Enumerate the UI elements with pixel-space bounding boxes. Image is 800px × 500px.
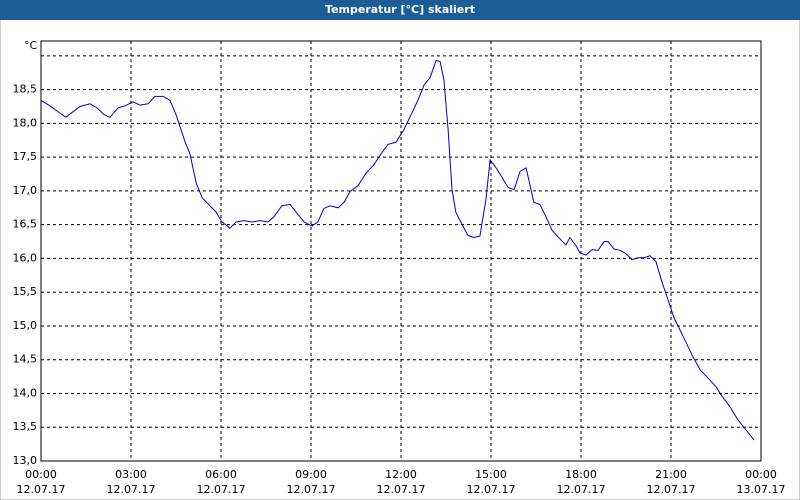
y-tick-label: 15,5	[13, 285, 38, 298]
y-tick-label: 14,0	[13, 386, 38, 399]
x-tick-label: 03:00	[115, 468, 147, 481]
y-tick-label: 16,0	[13, 251, 38, 264]
x-tick-date: 12.07.17	[467, 483, 516, 496]
x-tick-label: 15:00	[475, 468, 507, 481]
x-tick-date: 13.07.17	[737, 483, 786, 496]
x-tick-date: 12.07.17	[287, 483, 336, 496]
title-bar	[0, 0, 800, 20]
x-tick-date: 12.07.17	[377, 483, 426, 496]
x-tick-label: 21:00	[655, 468, 687, 481]
x-tick-label: 00:00	[25, 468, 57, 481]
x-tick-label: 06:00	[205, 468, 237, 481]
y-tick-label: 15,0	[13, 319, 38, 332]
y-tick-label: 17,5	[13, 150, 38, 163]
x-tick-label: 12:00	[385, 468, 417, 481]
y-tick-label: 18,0	[13, 116, 38, 129]
y-tick-label: 13,5	[13, 420, 38, 433]
chart-title: Temperatur [°C] skaliert	[325, 3, 475, 16]
y-tick-label: 13,0	[13, 454, 38, 467]
y-tick-label: 18,5	[13, 83, 38, 96]
x-tick-label: 00:00	[745, 468, 777, 481]
y-tick-label: 17,0	[13, 184, 38, 197]
x-tick-label: 09:00	[295, 468, 327, 481]
x-tick-date: 12.07.17	[17, 483, 66, 496]
x-tick-date: 12.07.17	[647, 483, 696, 496]
x-tick-date: 12.07.17	[197, 483, 246, 496]
y-tick-label: 16,5	[13, 218, 38, 231]
y-tick-label: 14,5	[13, 353, 38, 366]
x-tick-date: 12.07.17	[557, 483, 606, 496]
temperature-line	[40, 60, 755, 441]
x-tick-date: 12.07.17	[107, 483, 156, 496]
x-tick-label: 18:00	[565, 468, 597, 481]
y-unit: °C	[24, 39, 38, 52]
